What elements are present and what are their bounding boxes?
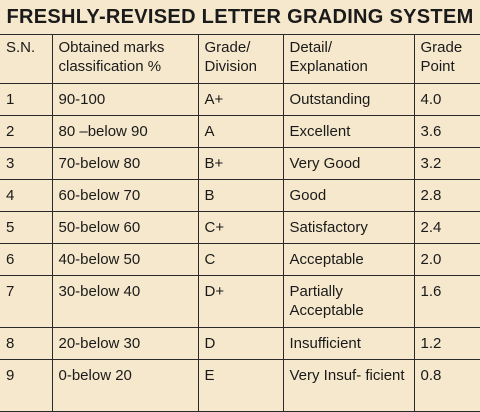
cell-grade: B+	[197, 147, 284, 180]
cell-marks: 90-100	[51, 83, 199, 116]
cell-detail: Excellent	[282, 115, 415, 148]
cell-detail: Good	[282, 179, 415, 212]
header-detail: Detail/ Explanation	[282, 34, 415, 84]
cell-marks: 50-below 60	[51, 211, 199, 244]
cell-grade: A+	[197, 83, 284, 116]
table-row: 7 30-below 40 D+ Partially Acceptable 1.…	[0, 275, 480, 328]
table-row: 5 50-below 60 C+ Satisfactory 2.4	[0, 211, 480, 244]
cell-grade: B	[197, 179, 284, 212]
cell-point: 0.8	[413, 359, 480, 412]
page-title: FRESHLY-REVISED LETTER GRADING SYSTEM	[6, 6, 474, 28]
cell-grade: D+	[197, 275, 284, 328]
header-sn: S.N.	[0, 34, 53, 84]
cell-grade: D	[197, 327, 284, 360]
cell-sn: 3	[0, 147, 53, 180]
header-row: S.N. Obtained marks classification % Gra…	[0, 34, 480, 84]
cell-sn: 4	[0, 179, 53, 212]
cell-sn: 6	[0, 243, 53, 276]
cell-marks: 70-below 80	[51, 147, 199, 180]
table-row: 3 70-below 80 B+ Very Good 3.2	[0, 147, 480, 180]
cell-grade: E	[197, 359, 284, 412]
cell-detail: Very Insuf- ficient	[282, 359, 415, 412]
cell-sn: 5	[0, 211, 53, 244]
cell-detail: Very Good	[282, 147, 415, 180]
cell-point: 1.6	[413, 275, 480, 328]
cell-detail: Acceptable	[282, 243, 415, 276]
cell-sn: 9	[0, 359, 53, 412]
cell-marks: 20-below 30	[51, 327, 199, 360]
table-row: 4 60-below 70 B Good 2.8	[0, 179, 480, 212]
cell-marks: 60-below 70	[51, 179, 199, 212]
header-point: Grade Point	[413, 34, 480, 84]
cell-detail: Outstanding	[282, 83, 415, 116]
cell-sn: 8	[0, 327, 53, 360]
cell-point: 3.2	[413, 147, 480, 180]
cell-point: 3.6	[413, 115, 480, 148]
table-row: 1 90-100 A+ Outstanding 4.0	[0, 83, 480, 116]
cell-point: 2.8	[413, 179, 480, 212]
table-row: 9 0-below 20 E Very Insuf- ficient 0.8	[0, 359, 480, 412]
grading-table: S.N. Obtained marks classification % Gra…	[0, 34, 480, 412]
table-row: 6 40-below 50 C Acceptable 2.0	[0, 243, 480, 276]
cell-marks: 40-below 50	[51, 243, 199, 276]
cell-grade: C	[197, 243, 284, 276]
cell-point: 4.0	[413, 83, 480, 116]
cell-sn: 7	[0, 275, 53, 328]
cell-grade: A	[197, 115, 284, 148]
cell-sn: 2	[0, 115, 53, 148]
cell-marks: 30-below 40	[51, 275, 199, 328]
cell-detail: Satisfactory	[282, 211, 415, 244]
cell-point: 2.4	[413, 211, 480, 244]
table-row: 8 20-below 30 D Insufficient 1.2	[0, 327, 480, 360]
cell-sn: 1	[0, 83, 53, 116]
cell-point: 2.0	[413, 243, 480, 276]
header-marks: Obtained marks classification %	[51, 34, 199, 84]
cell-marks: 0-below 20	[51, 359, 199, 412]
cell-point: 1.2	[413, 327, 480, 360]
cell-detail: Insufficient	[282, 327, 415, 360]
cell-detail: Partially Acceptable	[282, 275, 415, 328]
cell-marks: 80 –below 90	[51, 115, 199, 148]
cell-grade: C+	[197, 211, 284, 244]
table-row: 2 80 –below 90 A Excellent 3.6	[0, 115, 480, 148]
header-grade: Grade/ Division	[197, 34, 284, 84]
